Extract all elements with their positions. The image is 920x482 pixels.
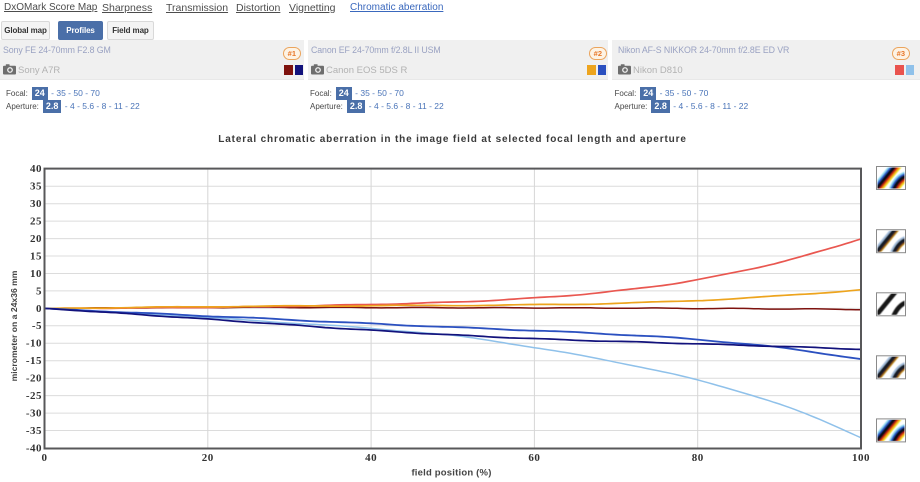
svg-text:15: 15 bbox=[30, 250, 42, 262]
svg-text:100: 100 bbox=[852, 452, 870, 464]
svg-text:40: 40 bbox=[365, 452, 377, 464]
svg-text:micrometer on a 24x36 mm: micrometer on a 24x36 mm bbox=[9, 270, 19, 381]
svg-text:30: 30 bbox=[30, 198, 42, 210]
svg-text:40: 40 bbox=[30, 163, 42, 175]
svg-text:20: 20 bbox=[30, 233, 42, 245]
svg-text:-15: -15 bbox=[26, 355, 42, 367]
svg-text:-20: -20 bbox=[26, 373, 42, 385]
svg-text:-40: -40 bbox=[26, 442, 42, 454]
svg-text:60: 60 bbox=[528, 452, 540, 464]
svg-text:35: 35 bbox=[30, 181, 42, 193]
svg-text:-35: -35 bbox=[26, 425, 42, 437]
svg-text:field position (%): field position (%) bbox=[411, 468, 491, 479]
svg-text:20: 20 bbox=[202, 452, 214, 464]
svg-text:-25: -25 bbox=[26, 390, 42, 402]
svg-text:-5: -5 bbox=[32, 320, 42, 332]
svg-text:0: 0 bbox=[42, 452, 48, 464]
svg-text:5: 5 bbox=[36, 285, 42, 297]
svg-text:0: 0 bbox=[36, 303, 42, 315]
svg-text:-30: -30 bbox=[26, 408, 42, 420]
svg-text:80: 80 bbox=[692, 452, 704, 464]
svg-text:-10: -10 bbox=[26, 338, 42, 350]
svg-text:25: 25 bbox=[30, 216, 42, 228]
svg-text:10: 10 bbox=[30, 268, 42, 280]
